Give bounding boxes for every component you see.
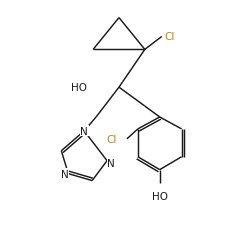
Text: HO: HO	[152, 191, 168, 201]
Text: N: N	[107, 158, 115, 168]
Text: N: N	[80, 126, 88, 136]
Text: Cl: Cl	[107, 134, 117, 144]
Text: N: N	[60, 169, 68, 179]
Text: Cl: Cl	[165, 32, 175, 42]
Text: HO: HO	[71, 83, 87, 93]
